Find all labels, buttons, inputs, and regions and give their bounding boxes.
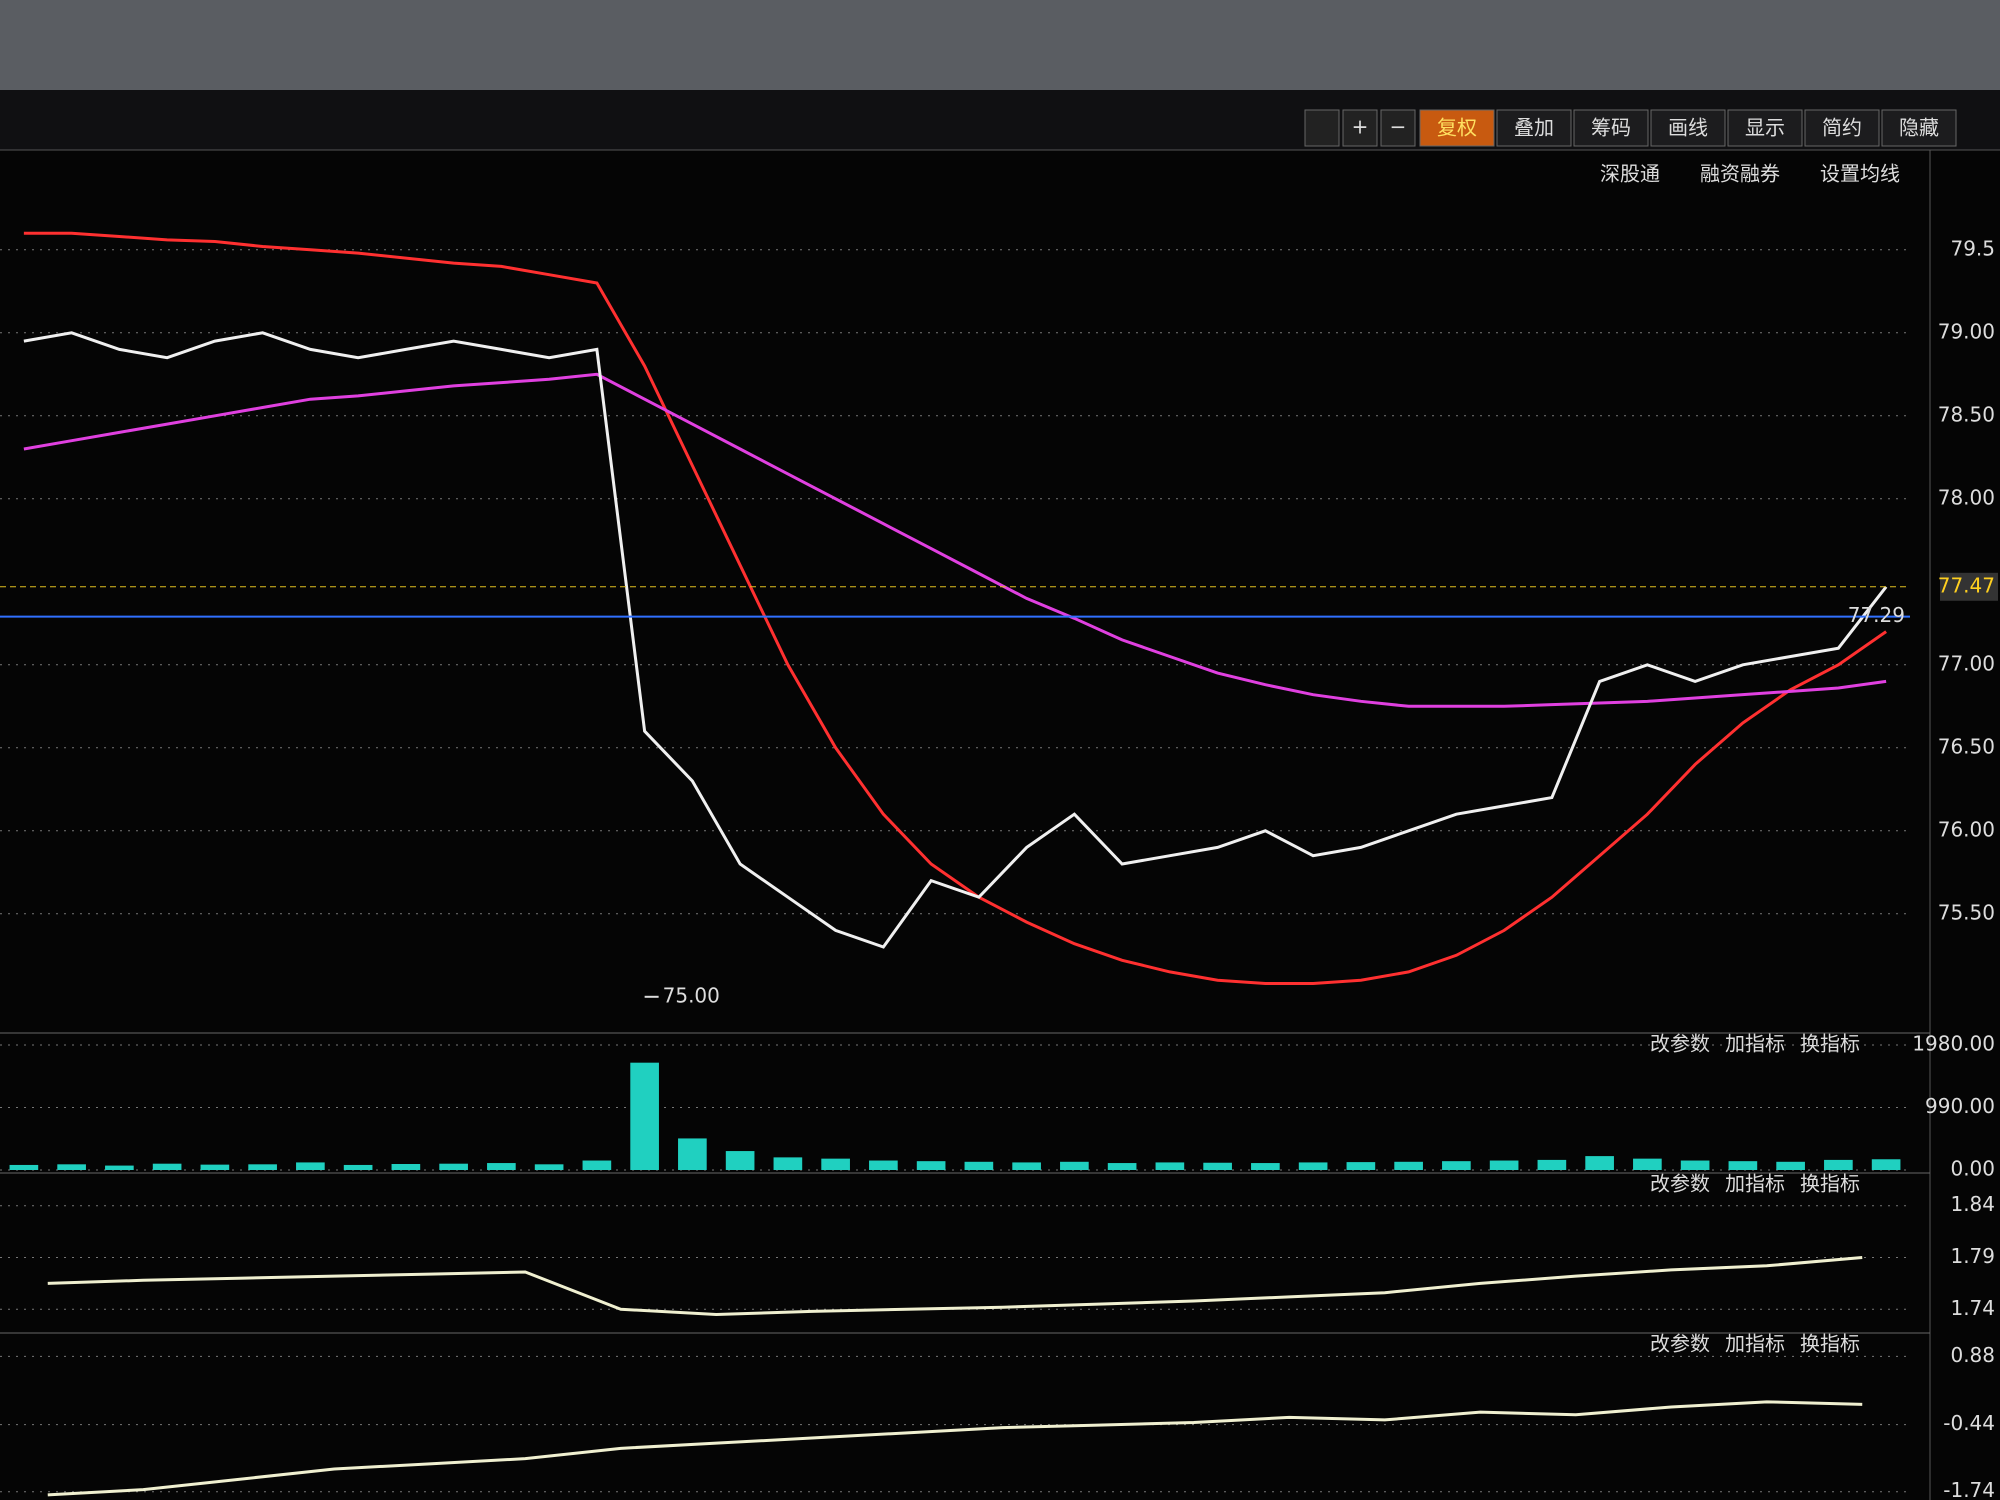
toolbar-button-label[interactable]: 筹码: [1591, 116, 1631, 140]
volume-bar: [1155, 1162, 1185, 1170]
y-tick-label: 1980.00: [1912, 1032, 1995, 1056]
toolbar-button[interactable]: [1650, 109, 1726, 147]
series-line: [47, 1256, 1863, 1316]
y-tick-label: -1.74: [1943, 1478, 1995, 1500]
volume-bar: [916, 1161, 946, 1170]
volume-bar: [9, 1164, 39, 1170]
volume-bar: [1680, 1160, 1710, 1170]
y-tick-label: 76.50: [1938, 734, 1995, 758]
subtoolbar-item[interactable]: 融资融券: [1700, 162, 1780, 186]
y-tick-label: 1.74: [1950, 1296, 1995, 1320]
y-tick-label: 78.50: [1938, 402, 1995, 426]
toolbar-button-label[interactable]: 显示: [1745, 116, 1785, 140]
y-tick-label: 1.79: [1950, 1244, 1995, 1268]
panel-button[interactable]: 换指标: [1800, 1332, 1860, 1356]
volume-bar: [487, 1163, 516, 1170]
y-tick-label: 79.5: [1950, 236, 1995, 260]
panel-button[interactable]: 加指标: [1725, 1332, 1785, 1356]
volume-bar: [1728, 1161, 1758, 1170]
panel-button[interactable]: 改参数: [1650, 1172, 1710, 1196]
volume-bar: [1871, 1159, 1901, 1170]
subtoolbar-item[interactable]: 深股通: [1600, 162, 1660, 186]
toolbar-button[interactable]: [1496, 109, 1572, 147]
low-label: 75.00: [663, 983, 720, 1007]
volume-bar: [248, 1164, 277, 1170]
series-line: [23, 331, 1888, 949]
plus-button[interactable]: [1342, 109, 1378, 147]
volume-bar: [152, 1163, 182, 1170]
volume-bar: [1633, 1158, 1662, 1170]
y-tick-label: 0.00: [1950, 1157, 1995, 1181]
y-tick-label: -0.44: [1943, 1411, 1995, 1435]
toolbar-button-label[interactable]: 隐藏: [1899, 116, 1939, 140]
y-tick-label: 990.00: [1925, 1094, 1995, 1118]
series-line: [23, 231, 1887, 986]
title-bar: [0, 0, 2000, 90]
subtoolbar-item[interactable]: 设置均线: [1820, 162, 1900, 186]
toolbar-button-label[interactable]: 复权: [1437, 116, 1477, 140]
y-tick-label: 75.50: [1938, 900, 1995, 924]
volume-bar: [1585, 1156, 1614, 1170]
volume-bar: [725, 1151, 755, 1170]
toolbar-button[interactable]: [1804, 109, 1880, 147]
volume-bar: [1012, 1162, 1041, 1170]
volume-bar: [1346, 1162, 1376, 1170]
minus-icon: −: [1390, 115, 1407, 139]
volume-bar: [869, 1160, 898, 1170]
volume-bar: [1060, 1161, 1089, 1170]
toolbar-button-label[interactable]: 叠加: [1514, 116, 1554, 140]
y-tick-label: 76.00: [1938, 817, 1995, 841]
panel-button[interactable]: 加指标: [1725, 1172, 1785, 1196]
volume-bar: [773, 1157, 803, 1170]
series-line: [47, 1400, 1863, 1497]
volume-bar: [630, 1062, 659, 1170]
toolbar-button[interactable]: [1727, 109, 1803, 147]
volume-bar: [1537, 1159, 1567, 1170]
toolbar-button[interactable]: [1419, 109, 1495, 147]
minus-button[interactable]: [1380, 109, 1416, 147]
volume-bar: [57, 1164, 86, 1170]
panel-button[interactable]: 换指标: [1800, 1172, 1860, 1196]
last-price-box: [1940, 572, 1998, 601]
volume-bar: [1203, 1162, 1232, 1170]
toolbar-button-label[interactable]: 简约: [1822, 116, 1862, 140]
volume-bar: [439, 1163, 468, 1170]
y-tick-label: 79.00: [1938, 319, 1995, 343]
volume-bar: [1394, 1161, 1423, 1170]
volume-bar: [1251, 1163, 1280, 1170]
volume-bar: [200, 1164, 230, 1170]
volume-bar: [1107, 1163, 1137, 1170]
y-tick-label: 77.00: [1938, 651, 1995, 675]
panel-button[interactable]: 加指标: [1725, 1032, 1785, 1056]
toolbar-button[interactable]: [1573, 109, 1649, 147]
panel-button[interactable]: 换指标: [1800, 1032, 1860, 1056]
y-tick-label: 78.00: [1938, 485, 1995, 509]
volume-bar: [1776, 1161, 1805, 1170]
last-price-label: 77.47: [1938, 573, 1995, 597]
toolbar-button-label[interactable]: 画线: [1668, 116, 1708, 140]
volume-bar: [105, 1165, 134, 1170]
volume-bar: [1298, 1162, 1328, 1170]
volume-bar: [391, 1164, 421, 1170]
plus-icon: +: [1352, 115, 1369, 139]
volume-bar: [821, 1158, 850, 1170]
volume-bar: [296, 1162, 325, 1170]
volume-bar: [964, 1161, 994, 1170]
volume-bar: [678, 1138, 707, 1170]
volume-bar: [343, 1164, 373, 1170]
y-tick-label: 0.88: [1950, 1343, 1995, 1367]
volume-bar: [1489, 1160, 1519, 1170]
panel-button[interactable]: 改参数: [1650, 1032, 1710, 1056]
price-marker-label: 77.29: [1848, 603, 1905, 627]
lock-button[interactable]: [1304, 109, 1340, 147]
y-tick-label: 1.84: [1950, 1192, 1995, 1216]
volume-bar: [582, 1160, 612, 1170]
volume-bar: [1824, 1159, 1853, 1170]
toolbar-button[interactable]: [1881, 109, 1957, 147]
panel-button[interactable]: 改参数: [1650, 1332, 1710, 1356]
series-line: [23, 372, 1887, 708]
volume-bar: [534, 1164, 564, 1170]
volume-bar: [1442, 1161, 1471, 1170]
